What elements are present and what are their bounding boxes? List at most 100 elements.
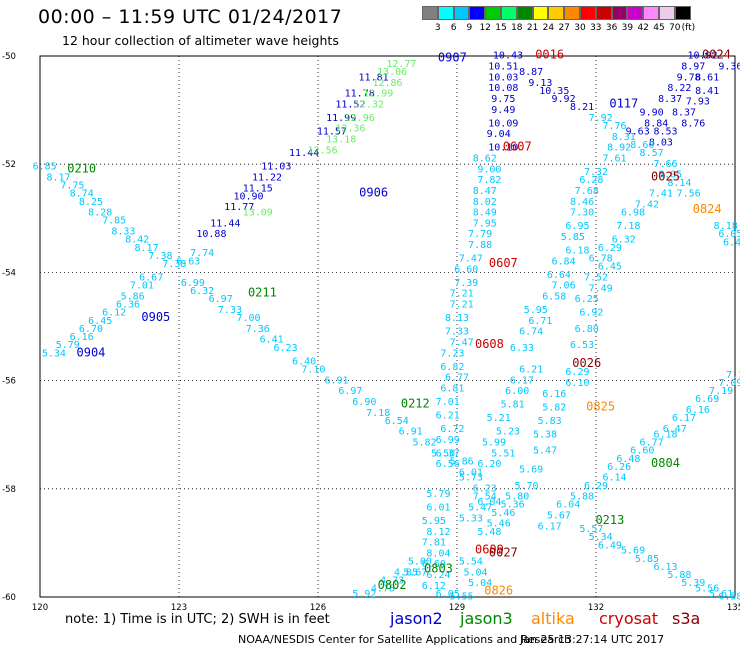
wave-height-value: 7.21 <box>450 289 474 300</box>
legend-swatch <box>627 6 644 20</box>
wave-height-value: 8.21 <box>570 102 594 113</box>
wave-height-value: 7.01 <box>130 281 154 292</box>
wave-height-value: 5.23 <box>496 427 520 438</box>
wave-height-value: 8.46 <box>570 197 594 208</box>
wave-height-value: 7.23 <box>440 348 464 359</box>
wave-height-value: 7.82 <box>477 175 501 186</box>
wave-height-value: 6.85 <box>33 162 57 173</box>
wave-height-value: 9.75 <box>491 94 515 105</box>
wave-height-value: 6.29 <box>584 481 608 492</box>
wave-height-value: 5.00 <box>408 557 432 568</box>
wave-height-value: 6.05 <box>436 589 460 600</box>
pass-time-label: 0213 <box>595 513 624 527</box>
wave-height-value: 5.48 <box>477 527 501 538</box>
wave-height-value: 8.41 <box>695 86 719 97</box>
wave-height-value: 8.37 <box>658 94 682 105</box>
wave-height-value: 13.06 <box>377 67 407 78</box>
legend-swatch <box>437 6 454 20</box>
wave-height-value: 11.52 <box>335 99 365 110</box>
wave-height-value: 11.44 <box>210 218 240 229</box>
wave-height-value: 6.63 <box>176 256 200 267</box>
wave-height-value: 7.54 <box>473 492 497 503</box>
wave-height-value: 5.86 <box>450 456 474 467</box>
wave-height-value: 12.36 <box>335 124 365 135</box>
satellite-jason3: jason3 <box>460 609 513 628</box>
pass-time-label: 0212 <box>401 397 430 411</box>
wave-height-value: 6.48 <box>723 237 740 248</box>
wave-height-value: 5.99 <box>482 438 506 449</box>
wave-height-value: 7.01 <box>436 397 460 408</box>
wave-height-value: 5.85 <box>561 232 585 243</box>
wave-height-value: 7.74 <box>190 248 214 259</box>
lon-tick-label: 129 <box>449 603 465 613</box>
legend-tick: 9 <box>466 23 473 33</box>
wave-height-value: 8.13 <box>445 313 469 324</box>
wave-height-value: 7.76 <box>602 121 626 132</box>
wave-height-value: 6.67 <box>139 273 163 284</box>
wave-height-value: 7.32 <box>584 167 608 178</box>
wave-height-value: 7.85 <box>102 216 126 227</box>
wave-height-value: 5.55 <box>450 592 474 603</box>
wave-height-value: 8.18 <box>714 221 738 232</box>
wave-height-value: 5.82 <box>542 402 566 413</box>
wave-height-value: 5.92 <box>352 589 376 600</box>
legend-tick: 33 <box>590 23 602 33</box>
wave-height-value: 7.88 <box>468 240 492 251</box>
wave-height-value: 6.40 <box>292 356 316 367</box>
wave-height-value: 6.54 <box>385 416 409 427</box>
wave-height-value: 8.12 <box>426 527 450 538</box>
wave-height-value: 6.21 <box>436 410 460 421</box>
pass-time-label: 0803 <box>424 562 453 576</box>
wave-height-value: 7.18 <box>616 221 640 232</box>
pass-time-label: 0024 <box>702 48 731 62</box>
wave-height-value: 6.41 <box>260 335 284 346</box>
wave-height-value: 5.39 <box>681 578 705 589</box>
wave-height-value: 8.76 <box>681 118 705 129</box>
wave-height-value: 8.42 <box>125 235 149 246</box>
legend-swatch <box>595 6 612 20</box>
wave-height-value: 6.80 <box>575 324 599 335</box>
pass-time-label: 0906 <box>359 186 388 200</box>
pass-time-label: 0016 <box>535 48 564 62</box>
satellite-s3a: s3a <box>672 609 701 628</box>
wave-height-value: 6.95 <box>565 221 589 232</box>
legend-tick: 12 <box>479 23 491 33</box>
wave-height-value: 8.87 <box>519 67 543 78</box>
wave-height-value: 5.61 <box>709 589 733 600</box>
wave-height-value: 11.78 <box>345 89 375 100</box>
wave-height-value: 6.36 <box>116 300 140 311</box>
wave-height-value: 5.69 <box>621 546 645 557</box>
wave-height-value: 6.24 <box>426 570 450 581</box>
wave-height-value: 7.95 <box>473 218 497 229</box>
wave-height-value: 5.95 <box>422 516 446 527</box>
wave-height-value: 5.88 <box>667 570 691 581</box>
wave-height-value: 6.78 <box>589 254 613 265</box>
wave-height-value: 6.60 <box>454 264 478 275</box>
wave-height-value: 8.31 <box>612 132 636 143</box>
wave-height-value: 6.82 <box>440 362 464 373</box>
wave-height-value: 6.23 <box>473 484 497 495</box>
satellite-cryosat: cryosat <box>599 609 659 628</box>
wave-height-value: 5.85 <box>635 554 659 565</box>
lat-tick-label: -56 <box>2 377 16 387</box>
wave-height-value: 6.16 <box>686 405 710 416</box>
legend-swatch <box>516 6 533 20</box>
pass-time-label: 0025 <box>651 169 680 183</box>
legend-tick: 70 <box>669 23 681 33</box>
wave-height-value: 6.32 <box>612 235 636 246</box>
wave-height-value: 5.36 <box>501 500 525 511</box>
pass-time-label: 0607 <box>503 140 532 154</box>
wave-height-value: 8.03 <box>649 137 673 148</box>
wave-height-value: 4.73 <box>380 575 404 586</box>
wave-height-value: 6.70 <box>79 324 103 335</box>
wave-height-value: 8.28 <box>88 208 112 219</box>
wave-height-value: 4.85 <box>394 567 418 578</box>
wave-height-value: 11.99 <box>326 113 356 124</box>
wave-height-value: 11.81 <box>359 72 389 83</box>
wave-height-value: 7.1 <box>726 370 740 381</box>
wave-height-value: 7.38 <box>162 259 186 270</box>
wave-height-value: 9.78 <box>677 72 701 83</box>
wave-height-value: 8.47 <box>473 186 497 197</box>
wave-height-value: 6.37 <box>436 448 460 459</box>
wave-height-value: 6.10 <box>565 378 589 389</box>
